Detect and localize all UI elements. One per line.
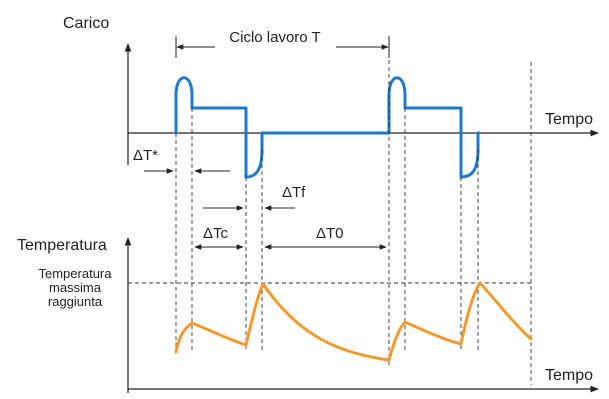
temperature-curve [174, 281, 533, 362]
max-temp-label-1: Temperatura [39, 266, 113, 281]
dt-f-label: ΔTf [282, 184, 306, 201]
temp-time-label: Tempo [545, 367, 593, 384]
temp-axis-label: Temperatura [17, 237, 107, 254]
cycle-label: Ciclo lavoro T [229, 29, 320, 46]
load-axis-label: Carico [63, 15, 109, 32]
load-time-label: Tempo [545, 111, 593, 128]
dt-0-label: ΔT0 [316, 225, 344, 242]
max-temp-label-2: massima [49, 280, 102, 295]
max-temp-label-3: raggiunta [48, 294, 103, 309]
load-curve [174, 76, 481, 179]
dt-star-label: ΔT* [133, 147, 158, 164]
dt-c-label: ΔTc [203, 225, 229, 242]
